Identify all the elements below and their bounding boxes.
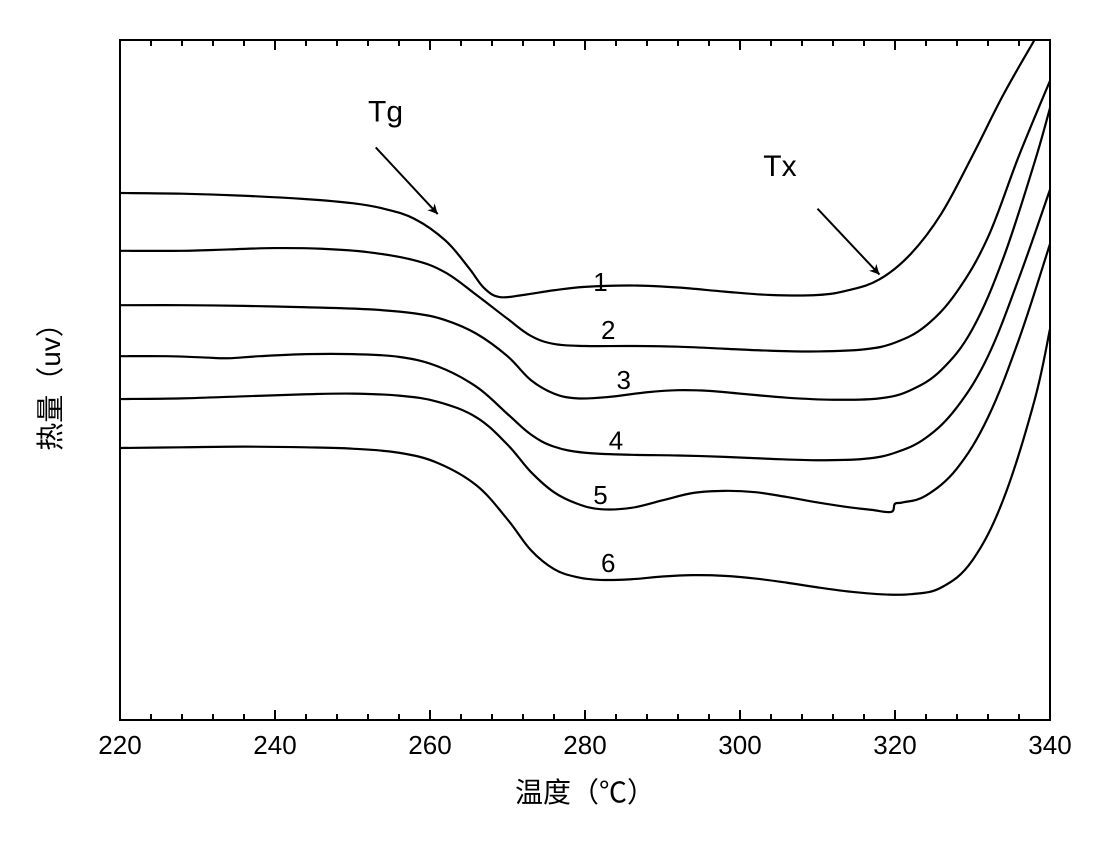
dsc-chart: 220 240 260 280 300 320 340 温度（℃） 热量（uv） 1 23 45 6 Tg… — [0, 0, 1096, 846]
annotation-label-Tg: Tg — [368, 96, 403, 129]
x-tick-label: 300 — [718, 730, 761, 760]
x-tick-label: 260 — [408, 730, 451, 760]
series-label-6: 6 — [601, 548, 615, 578]
series-label-5: 5 — [593, 480, 607, 510]
x-tick-label: 220 — [98, 730, 141, 760]
x-tick-label: 320 — [873, 730, 916, 760]
x-tick-label: 340 — [1028, 730, 1071, 760]
series-label-3: 3 — [617, 365, 631, 395]
series-label-2: 2 — [601, 315, 615, 345]
series-label-1: 1 — [593, 267, 607, 297]
x-axis-label: 温度（℃） — [515, 777, 655, 808]
y-axis-label: 热量（uv） — [35, 309, 66, 451]
series-label-4: 4 — [609, 425, 623, 455]
x-tick-label: 240 — [253, 730, 296, 760]
chart-root: 220 240 260 280 300 320 340 温度（℃） 热量（uv） 1 23 45 6 Tg… — [0, 0, 1096, 846]
annotation-label-Tx: Tx — [763, 150, 796, 183]
x-tick-label: 280 — [563, 730, 606, 760]
